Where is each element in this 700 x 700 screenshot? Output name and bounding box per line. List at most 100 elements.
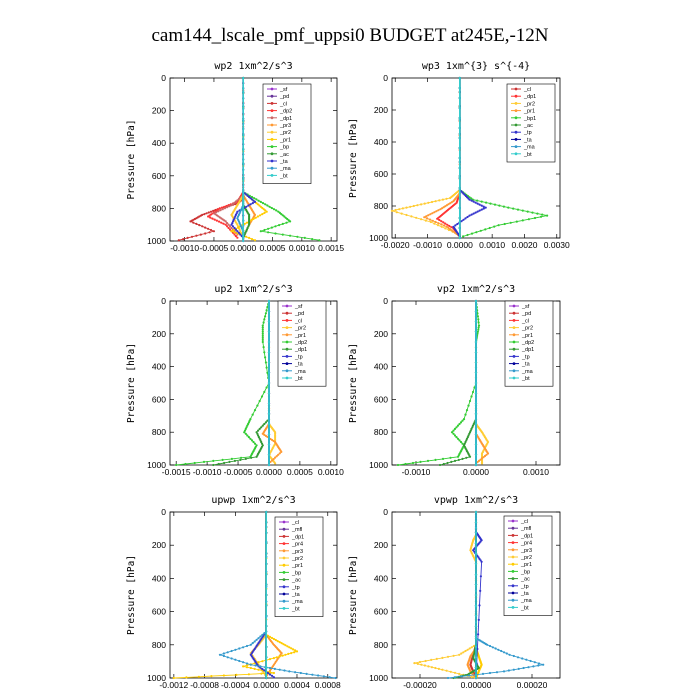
panel-title: upwp 1xm^2/s^3 — [211, 495, 295, 506]
series-point — [267, 361, 271, 364]
series-point — [441, 668, 444, 671]
series-point — [477, 324, 481, 327]
series-line-dp1 — [439, 301, 477, 466]
legend-marker — [512, 355, 516, 358]
series-point — [257, 661, 260, 664]
series-point — [247, 436, 250, 439]
series-point — [468, 198, 471, 201]
series-point — [476, 330, 479, 333]
series-point — [476, 461, 479, 464]
series-point — [263, 669, 266, 672]
series-point — [244, 427, 247, 430]
series-point — [233, 459, 236, 462]
series-point — [437, 667, 440, 671]
x-tick-label: 0.0000 — [256, 467, 282, 477]
series-point — [228, 205, 231, 208]
y-axis-label: Pressure [hPa] — [348, 555, 359, 635]
series-point — [516, 656, 520, 659]
series-point — [438, 218, 441, 222]
series-point — [475, 231, 478, 234]
legend-entry: _cl — [521, 318, 529, 324]
series-point — [259, 214, 262, 217]
x-tick-label: 0.00000 — [461, 680, 492, 690]
legend-entry: _bp — [291, 570, 301, 576]
series-point — [261, 424, 264, 427]
series-line-pr1 — [423, 78, 461, 237]
series-point — [265, 510, 268, 514]
legend-marker — [514, 116, 518, 120]
series-point — [172, 676, 175, 680]
series-point — [512, 654, 515, 658]
series-group — [413, 510, 545, 680]
series-point — [423, 664, 426, 667]
series-point — [415, 216, 418, 219]
legend-marker — [511, 526, 515, 530]
series-point — [477, 459, 481, 462]
x-tick-label: 0.0020 — [511, 240, 537, 250]
series-point — [426, 459, 430, 462]
plot-frame — [169, 511, 338, 679]
y-tick-label: 800 — [152, 640, 166, 650]
series-point — [400, 212, 403, 215]
series-point — [248, 195, 251, 199]
series-point — [253, 409, 257, 412]
series-point — [533, 216, 537, 220]
legend-entry: _pr4 — [291, 542, 303, 548]
series-point — [527, 218, 531, 221]
series-point — [450, 460, 453, 463]
series-point — [233, 233, 236, 236]
panel-1: wp2 1xm^2/s^3 Pressure [hPa] 0 200 400 600 800… — [126, 61, 344, 253]
series-point — [447, 226, 450, 230]
series-group — [396, 299, 490, 467]
legend-entry: _bp1 — [523, 116, 536, 122]
legend-entry: _bt — [523, 152, 532, 158]
series-point — [470, 427, 473, 430]
series-point — [472, 644, 475, 648]
x-tick-label: 0.0000 — [230, 243, 256, 253]
series-point — [485, 201, 488, 204]
series-point — [267, 463, 271, 467]
x-tick-label: 0.0010 — [523, 467, 549, 477]
series-point — [215, 219, 218, 222]
series-point — [219, 209, 222, 212]
series-point — [250, 198, 254, 201]
series-point — [441, 656, 444, 660]
legend-entry: _ac — [523, 123, 533, 129]
series-point — [255, 198, 258, 201]
legend-entry: _pr2 — [294, 326, 306, 332]
series-point — [521, 209, 524, 212]
series-point — [253, 200, 257, 203]
series-point — [444, 227, 447, 230]
series-point — [474, 211, 477, 214]
series-point — [261, 206, 264, 210]
legend-marker — [282, 607, 286, 610]
series-point — [512, 668, 515, 671]
legend-entry: _pd — [294, 311, 304, 317]
series-point — [470, 646, 473, 649]
y-tick-label: 0 — [383, 507, 388, 517]
series-point — [512, 207, 515, 210]
series-point — [281, 214, 284, 217]
y-tick-label: 0 — [161, 73, 166, 83]
series-point — [460, 675, 464, 678]
series-point — [278, 668, 281, 671]
series-point — [193, 461, 196, 465]
series-point — [275, 656, 278, 659]
legend-marker — [270, 116, 274, 120]
series-point — [267, 320, 271, 323]
series-point — [222, 652, 225, 655]
series-point — [251, 413, 254, 416]
series-point — [476, 332, 479, 335]
x-tick-label: -0.0020 — [381, 240, 410, 250]
series-point — [261, 324, 264, 327]
series-point — [221, 208, 224, 211]
series-point — [453, 671, 457, 674]
series-point — [459, 440, 463, 444]
legend-marker — [512, 347, 516, 351]
x-tick-label: -0.0010 — [193, 467, 222, 477]
series-point — [460, 652, 463, 655]
legend-entry: _cl — [279, 101, 287, 107]
series-point — [458, 422, 461, 426]
series-point — [250, 456, 253, 459]
series-point — [471, 424, 475, 427]
